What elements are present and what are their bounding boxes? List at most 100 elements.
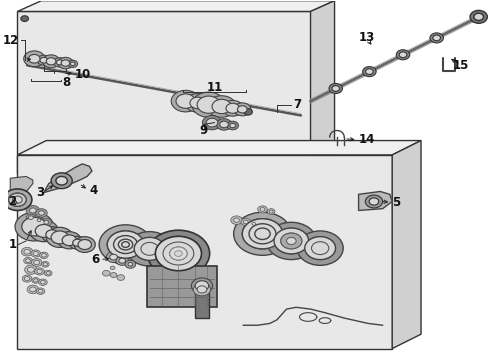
Point — [49, 36, 57, 42]
Circle shape — [147, 230, 209, 277]
Point — [245, 26, 253, 32]
Point — [120, 206, 127, 212]
Point — [215, 111, 223, 116]
Circle shape — [29, 220, 58, 242]
Point — [21, 294, 29, 300]
Point — [28, 265, 36, 271]
Point — [293, 286, 301, 292]
Point — [240, 341, 247, 347]
Circle shape — [117, 275, 124, 280]
Circle shape — [195, 281, 208, 291]
Point — [274, 31, 282, 37]
Point — [121, 319, 129, 324]
Point — [379, 280, 386, 285]
Point — [233, 41, 241, 46]
Circle shape — [3, 189, 32, 211]
Point — [148, 273, 156, 279]
Circle shape — [73, 239, 82, 246]
Point — [183, 210, 191, 216]
Point — [112, 96, 120, 102]
Point — [202, 301, 210, 307]
Point — [353, 212, 361, 217]
Point — [81, 12, 89, 18]
Point — [154, 212, 162, 218]
Point — [189, 189, 197, 195]
Point — [153, 236, 161, 242]
Point — [209, 233, 217, 238]
Point — [74, 150, 81, 156]
Point — [301, 267, 308, 273]
Polygon shape — [18, 1, 334, 12]
Point — [20, 172, 28, 177]
Circle shape — [248, 224, 275, 244]
Point — [195, 244, 203, 250]
Point — [24, 117, 32, 123]
Circle shape — [429, 33, 443, 43]
Point — [241, 289, 248, 294]
Point — [163, 33, 171, 39]
Point — [117, 93, 125, 99]
Circle shape — [233, 212, 291, 255]
Point — [224, 71, 232, 76]
Point — [307, 199, 315, 204]
Point — [271, 27, 279, 32]
Circle shape — [46, 230, 58, 239]
Point — [91, 69, 99, 75]
Point — [78, 219, 86, 225]
Circle shape — [41, 226, 62, 242]
Point — [196, 327, 204, 333]
Point — [108, 143, 116, 149]
Point — [100, 261, 108, 267]
Point — [318, 307, 326, 313]
Point — [182, 87, 189, 93]
Point — [323, 330, 330, 336]
Point — [209, 261, 217, 267]
Point — [202, 105, 210, 111]
Point — [161, 28, 168, 34]
Polygon shape — [10, 176, 33, 193]
Point — [266, 198, 274, 204]
Point — [65, 186, 73, 192]
Point — [62, 177, 70, 183]
Point — [147, 235, 155, 241]
Point — [287, 151, 295, 157]
Point — [157, 327, 165, 332]
Point — [209, 189, 217, 195]
Circle shape — [68, 60, 78, 67]
Point — [211, 105, 219, 111]
Point — [198, 107, 206, 113]
Point — [260, 106, 268, 112]
Point — [365, 177, 372, 183]
Circle shape — [185, 94, 210, 112]
Point — [247, 140, 255, 145]
Point — [250, 102, 258, 108]
Point — [143, 323, 151, 329]
Point — [158, 84, 165, 90]
Point — [279, 90, 287, 96]
Point — [324, 265, 331, 271]
Circle shape — [110, 273, 117, 278]
Point — [214, 43, 222, 49]
Circle shape — [61, 60, 70, 66]
Point — [365, 165, 372, 170]
Point — [258, 279, 266, 285]
Point — [291, 103, 299, 109]
Point — [200, 307, 207, 313]
Point — [285, 294, 293, 300]
Point — [53, 153, 61, 159]
Point — [223, 239, 231, 245]
Point — [79, 269, 86, 275]
Point — [57, 327, 65, 332]
Point — [251, 88, 259, 94]
Point — [163, 103, 171, 109]
Point — [38, 40, 46, 45]
Point — [109, 325, 117, 331]
Point — [208, 226, 216, 232]
Point — [352, 181, 360, 187]
Point — [112, 287, 120, 293]
Point — [198, 113, 205, 119]
Point — [266, 113, 274, 119]
Point — [288, 117, 296, 122]
Point — [372, 156, 380, 162]
Point — [158, 158, 165, 164]
